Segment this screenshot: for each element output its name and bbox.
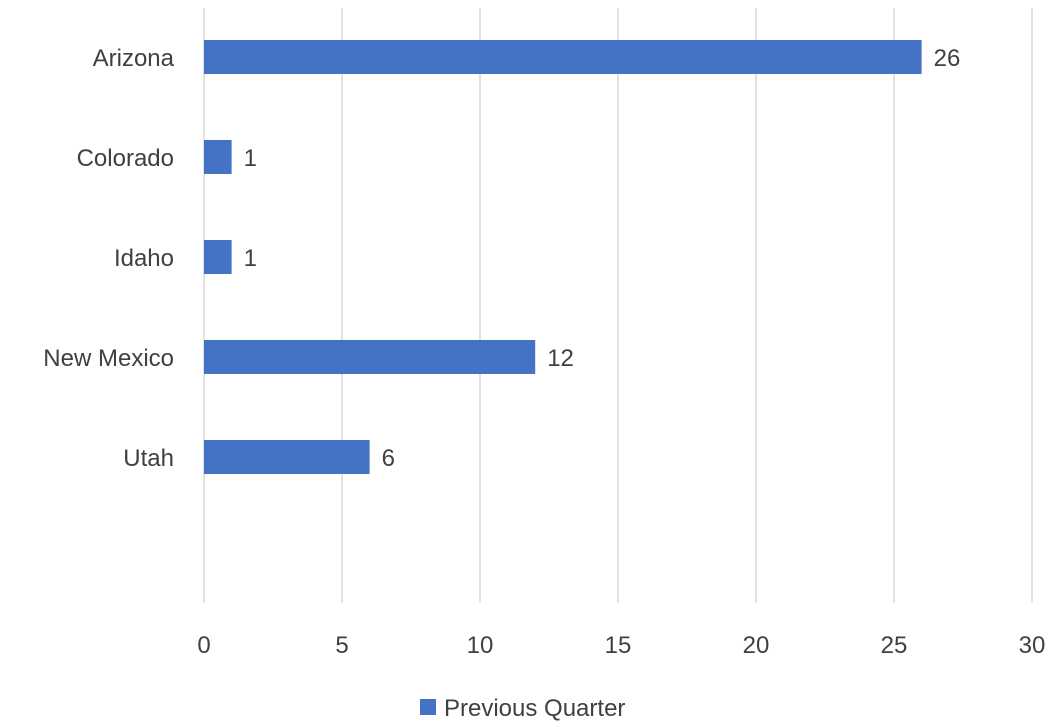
x-tick-label: 25 — [881, 632, 908, 659]
category-label: Utah — [123, 445, 174, 472]
legend-label: Previous Quarter — [444, 695, 625, 722]
bar — [204, 340, 536, 374]
value-axis: 0 5 10 15 20 25 30 — [197, 632, 1045, 659]
x-tick-label: 10 — [467, 632, 494, 659]
legend: Previous Quarter — [420, 695, 625, 722]
bar — [204, 440, 370, 474]
x-tick-label: 20 — [743, 632, 770, 659]
category-label: Colorado — [77, 145, 174, 172]
category-label: Arizona — [93, 45, 175, 72]
data-label: 1 — [244, 145, 257, 172]
x-tick-label: 5 — [335, 632, 348, 659]
bar — [204, 240, 232, 274]
data-labels: 26 1 1 12 6 — [244, 45, 961, 472]
data-label: 6 — [382, 445, 395, 472]
data-label: 26 — [934, 45, 961, 72]
gridlines — [203, 8, 1033, 603]
bar — [204, 40, 922, 74]
bar — [204, 140, 232, 174]
legend-swatch — [420, 699, 436, 715]
category-axis: Arizona Colorado Idaho New Mexico Utah — [43, 45, 174, 472]
x-tick-label: 15 — [605, 632, 632, 659]
x-tick-label: 30 — [1019, 632, 1046, 659]
category-label: New Mexico — [43, 345, 174, 372]
data-label: 12 — [547, 345, 574, 372]
data-label: 1 — [244, 245, 257, 272]
bars — [204, 40, 922, 474]
category-label: Idaho — [114, 245, 174, 272]
x-tick-label: 0 — [197, 632, 210, 659]
